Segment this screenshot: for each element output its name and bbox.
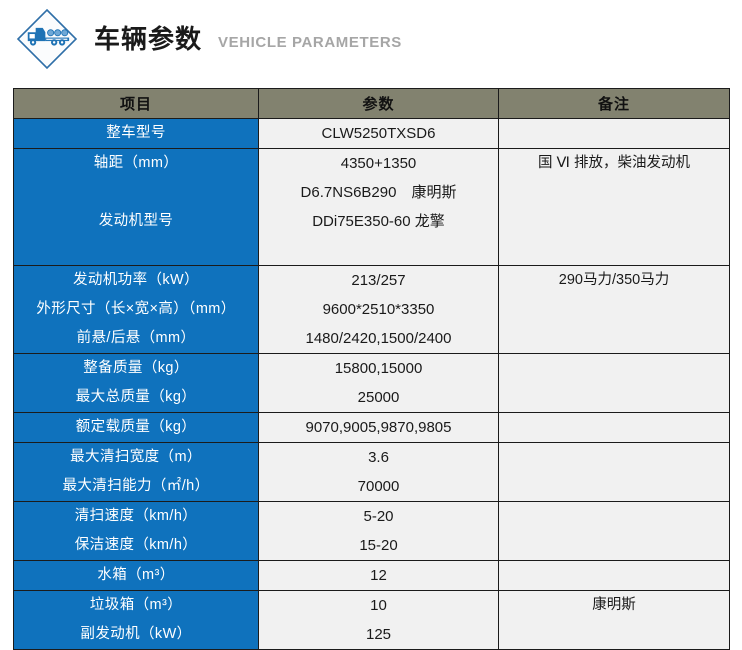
table-row: 发动机功率（kW） 外形尺寸（长×宽×高）（mm） 前悬/后悬（mm） 213/257… — [13, 265, 730, 354]
row-note-cell — [498, 560, 730, 591]
row-value-cell: 12 — [258, 560, 499, 591]
table-row: 整车型号 CLW5250TXSD6 — [13, 118, 730, 149]
row-label-cell: 轴距（mm） 发动机型号 — [13, 148, 259, 266]
column-header-item: 项目 — [13, 88, 259, 119]
table-row: 最大清扫宽度（m） 最大清扫能力（㎡/h） 3.6 70000 — [13, 442, 730, 502]
row-label-cell: 额定载质量（kg） — [13, 412, 259, 443]
row-note-cell: 康明斯 — [498, 590, 730, 650]
row-label-cell: 最大清扫宽度（m） 最大清扫能力（㎡/h） — [13, 442, 259, 502]
row-label-cell: 发动机功率（kW） 外形尺寸（长×宽×高）（mm） 前悬/后悬（mm） — [13, 265, 259, 354]
row-label-cell: 垃圾箱（m³） 副发动机（kW） — [13, 590, 259, 650]
row-value-cell: CLW5250TXSD6 — [258, 118, 499, 149]
table-row: 水箱（m³） 12 — [13, 560, 730, 591]
row-value-cell: 15800,15000 25000 — [258, 353, 499, 413]
vehicle-parameters-table-wrapper: 项目 参数 备注 整车型号 CLW5250TXSD6 轴距（mm） 发动机型号 4… — [13, 88, 730, 650]
table-body: 整车型号 CLW5250TXSD6 轴距（mm） 发动机型号 4350+1350 D… — [13, 118, 730, 650]
row-value-cell: 9070,9005,9870,9805 — [258, 412, 499, 443]
row-note-cell — [498, 118, 730, 149]
truck-icon — [16, 8, 78, 70]
table-row: 垃圾箱（m³） 副发动机（kW） 10 125 康明斯 — [13, 590, 730, 650]
row-value-cell: 213/257 9600*2510*3350 1480/2420,1500/2400 — [258, 265, 499, 354]
table-header-row: 项目 参数 备注 — [13, 88, 730, 119]
row-note-cell — [498, 442, 730, 502]
row-label-cell: 清扫速度（km/h） 保洁速度（km/h） — [13, 501, 259, 561]
page-header: 车辆参数 VEHICLE PARAMETERS — [0, 0, 742, 78]
row-value-cell: 5-20 15-20 — [258, 501, 499, 561]
table-row: 清扫速度（km/h） 保洁速度（km/h） 5-20 15-20 — [13, 501, 730, 561]
row-label-cell: 整备质量（kg） 最大总质量（kg） — [13, 353, 259, 413]
table-row: 整备质量（kg） 最大总质量（kg） 15800,15000 25000 — [13, 353, 730, 413]
row-value-cell: 4350+1350 D6.7NS6B290 康明斯 DDi75E350-60 龙擎 — [258, 148, 499, 266]
row-note-cell — [498, 412, 730, 443]
row-note-cell: 国 Ⅵ 排放，柴油发动机 — [498, 148, 730, 266]
vehicle-parameters-table: 项目 参数 备注 整车型号 CLW5250TXSD6 轴距（mm） 发动机型号 4… — [13, 88, 730, 650]
table-header: 项目 参数 备注 — [13, 88, 730, 119]
page-title: 车辆参数 — [94, 24, 203, 54]
column-header-remark: 备注 — [498, 88, 730, 119]
row-label-cell: 整车型号 — [13, 118, 259, 149]
table-row: 轴距（mm） 发动机型号 4350+1350 D6.7NS6B290 康明斯 DDi… — [13, 148, 730, 266]
row-value-cell: 3.6 70000 — [258, 442, 499, 502]
row-note-cell: 290马力/350马力 — [498, 265, 730, 354]
row-value-cell: 10 125 — [258, 590, 499, 650]
row-note-cell — [498, 501, 730, 561]
row-label-cell: 水箱（m³） — [13, 560, 259, 591]
row-note-cell — [498, 353, 730, 413]
truck-logo — [14, 6, 80, 72]
page-subtitle: VEHICLE PARAMETERS — [218, 33, 402, 51]
table-row: 额定载质量（kg） 9070,9005,9870,9805 — [13, 412, 730, 443]
column-header-parameter: 参数 — [258, 88, 499, 119]
